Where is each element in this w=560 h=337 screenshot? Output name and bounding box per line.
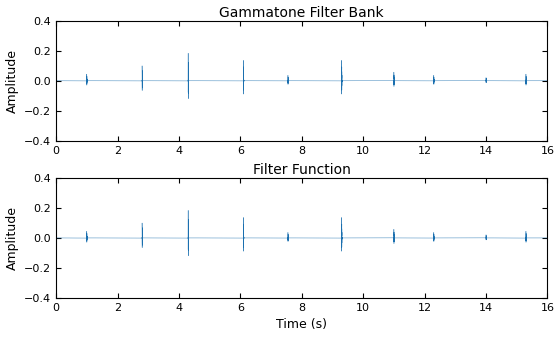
Title: Filter Function: Filter Function [253,163,351,177]
X-axis label: Time (s): Time (s) [276,318,327,332]
Title: Gammatone Filter Bank: Gammatone Filter Bank [220,5,384,20]
Y-axis label: Amplitude: Amplitude [6,49,18,113]
Y-axis label: Amplitude: Amplitude [6,206,18,270]
